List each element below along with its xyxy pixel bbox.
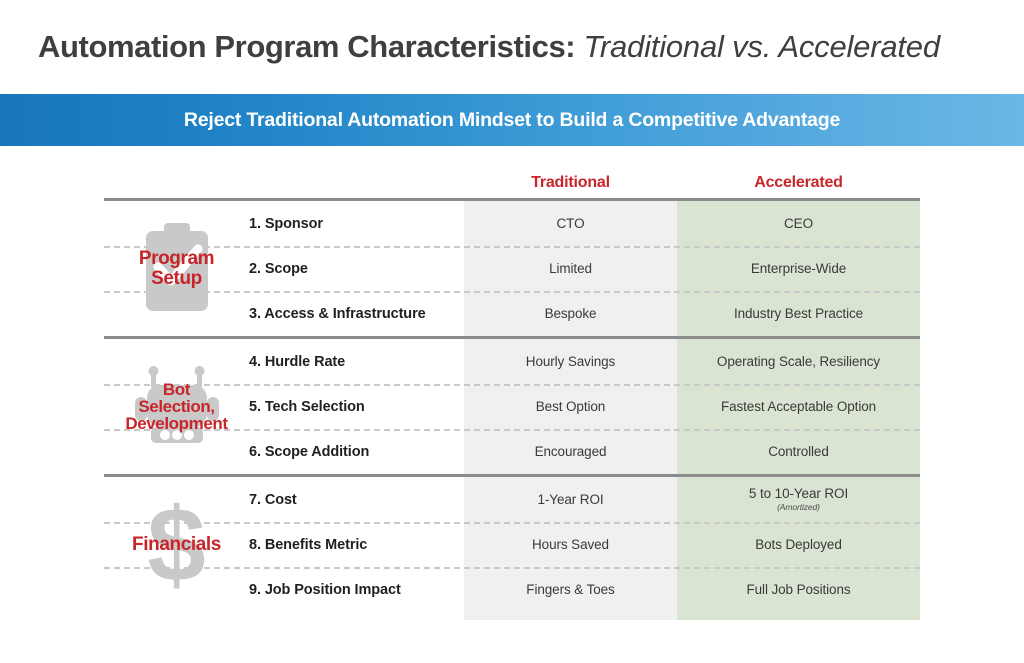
row-value-accelerated: Fastest Acceptable Option bbox=[720, 398, 877, 414]
section-divider bbox=[104, 474, 920, 477]
section-label-line: Program bbox=[138, 248, 215, 270]
row-value-traditional: Bespoke bbox=[544, 306, 597, 321]
row-value-accelerated: Bots Deployed bbox=[755, 536, 842, 552]
row-value-traditional: Limited bbox=[549, 261, 592, 276]
section-label-text: Financials bbox=[132, 533, 221, 555]
row-value-traditional: Hours Saved bbox=[532, 537, 609, 552]
table-row: 5. Tech Selection Best Option Fastest Ac… bbox=[104, 384, 920, 429]
row-value-traditional: Hourly Savings bbox=[525, 354, 616, 369]
page-title-subtitle: Traditional vs. Accelerated bbox=[583, 28, 940, 64]
row-value-traditional: CTO bbox=[556, 216, 585, 231]
row-value-accelerated: Operating Scale, Resiliency bbox=[716, 353, 881, 369]
column-header-accelerated: Accelerated bbox=[754, 174, 843, 191]
row-label: 4. Hurdle Rate bbox=[249, 353, 346, 370]
section-label-bot-selection: Bot Selection, Development bbox=[104, 339, 249, 474]
accelerated-column-band bbox=[677, 198, 920, 620]
section-label-financials: $ Financials bbox=[104, 477, 249, 612]
dollar-sign-icon: $ bbox=[147, 486, 206, 603]
robot-icon bbox=[134, 365, 219, 443]
row-label: 1. Sponsor bbox=[249, 215, 323, 232]
table-row: 6. Scope Addition Encouraged Controlled bbox=[104, 429, 920, 474]
row-label: 7. Cost bbox=[249, 491, 297, 508]
row-label: 8. Benefits Metric bbox=[249, 536, 368, 553]
row-label: 2. Scope bbox=[249, 260, 308, 277]
comparison-table: Traditional Accelerated Program Setup bbox=[104, 168, 920, 623]
section-label-line: Setup bbox=[151, 267, 202, 289]
row-separator bbox=[104, 429, 920, 431]
row-value-accelerated-text: 5 to 10-Year ROI bbox=[748, 486, 849, 502]
row-separator bbox=[104, 246, 920, 248]
row-label: 6. Scope Addition bbox=[249, 443, 370, 460]
table-row: 9. Job Position Impact Fingers & Toes Fu… bbox=[104, 567, 920, 612]
clipboard-check-icon bbox=[145, 222, 208, 311]
row-value-accelerated: 5 to 10-Year ROI (Amortized) bbox=[677, 486, 920, 512]
section-label-text: Bot Selection, Development bbox=[125, 379, 228, 434]
section-program-setup: Program Setup 1. Sponsor CTO CEO 2. Scop… bbox=[104, 201, 920, 336]
section-label-line: Financials bbox=[132, 533, 221, 555]
row-value-accelerated: Enterprise-Wide bbox=[750, 260, 847, 276]
column-header-row: Traditional Accelerated bbox=[104, 168, 920, 198]
section-financials: $ Financials 7. Cost 1-Year ROI 5 to 10-… bbox=[104, 477, 920, 612]
table-row: 7. Cost 1-Year ROI 5 to 10-Year ROI (Amo… bbox=[104, 477, 920, 522]
row-label: 3. Access & Infrastructure bbox=[249, 305, 426, 322]
row-label: 5. Tech Selection bbox=[249, 398, 365, 415]
column-header-traditional: Traditional bbox=[531, 174, 610, 191]
row-value-accelerated-note: (Amortized) bbox=[777, 501, 820, 512]
row-value-accelerated: Industry Best Practice bbox=[733, 305, 864, 321]
section-label-line: Bot bbox=[162, 379, 191, 399]
row-value-traditional: Fingers & Toes bbox=[526, 582, 615, 597]
headline-banner: Reject Traditional Automation Mindset to… bbox=[0, 94, 1024, 146]
section-divider bbox=[104, 336, 920, 339]
section-label-line: Selection, bbox=[138, 396, 215, 416]
page-title-main: Automation Program Characteristics: bbox=[38, 28, 576, 64]
row-value-accelerated: Full Job Positions bbox=[746, 581, 851, 597]
section-label-text: Program Setup bbox=[138, 248, 215, 289]
row-separator bbox=[104, 567, 920, 569]
section-bot-selection-development: Bot Selection, Development 4. Hurdle Rat… bbox=[104, 339, 920, 474]
section-divider-top bbox=[104, 198, 920, 201]
row-label: 9. Job Position Impact bbox=[249, 581, 401, 598]
page-title-bar: Automation Program Characteristics: Trad… bbox=[0, 0, 1024, 92]
table-row: 3. Access & Infrastructure Bespoke Indus… bbox=[104, 291, 920, 336]
row-separator bbox=[104, 291, 920, 293]
section-label-line: Development bbox=[125, 414, 228, 434]
table-row: 4. Hurdle Rate Hourly Savings Operating … bbox=[104, 339, 920, 384]
table-row: 1. Sponsor CTO CEO bbox=[104, 201, 920, 246]
traditional-column-band bbox=[464, 198, 677, 620]
table-row: 8. Benefits Metric Hours Saved Bots Depl… bbox=[104, 522, 920, 567]
row-value-traditional: Best Option bbox=[535, 399, 606, 414]
table-row: 2. Scope Limited Enterprise-Wide bbox=[104, 246, 920, 291]
headline-banner-text: Reject Traditional Automation Mindset to… bbox=[183, 108, 841, 131]
page-title: Automation Program Characteristics: Trad… bbox=[38, 31, 940, 62]
row-separator bbox=[104, 522, 920, 524]
row-value-accelerated: Controlled bbox=[768, 443, 829, 459]
row-value-traditional: 1-Year ROI bbox=[537, 492, 604, 507]
row-separator bbox=[104, 384, 920, 386]
section-label-program-setup: Program Setup bbox=[104, 201, 249, 336]
row-value-traditional: Encouraged bbox=[534, 444, 607, 459]
row-value-accelerated: CEO bbox=[784, 215, 813, 231]
